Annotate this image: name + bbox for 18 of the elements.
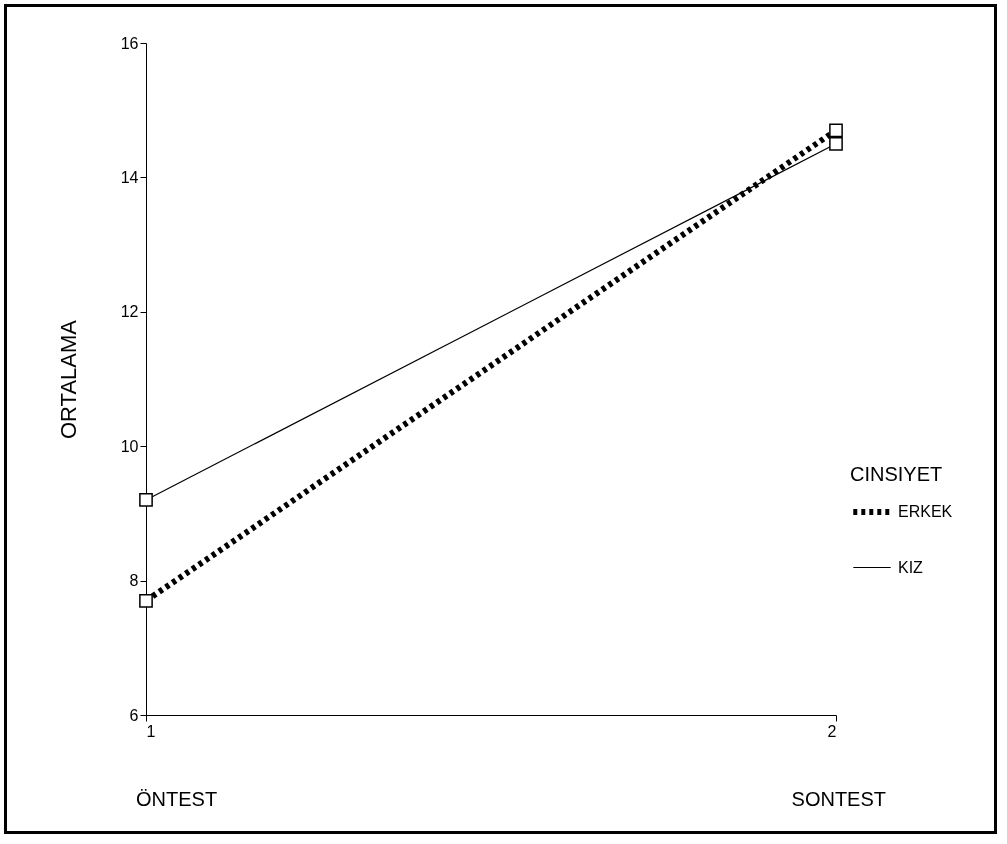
text: SONTEST [791,788,886,810]
x-tick-label: 2 [827,722,837,740]
y-tick-label: 12 [120,303,139,321]
text: ÖNTEST [136,788,218,810]
y-tick-label: 16 [120,34,139,52]
x-tick-label: 1 [146,722,156,740]
y-tick-label: 8 [129,572,139,590]
legend-label: KIZ [898,558,924,576]
point [829,136,843,151]
y-tick-label: 10 [120,437,139,455]
legend-title: CINSIYET [850,463,943,485]
point [139,593,153,608]
point [139,493,153,507]
legend-label: ERKEK [898,503,953,520]
y-tick-label: 14 [120,168,139,186]
point [829,123,843,138]
y-axis-title: ORTALAMA [55,319,81,439]
y-tick-label: 6 [129,706,139,724]
